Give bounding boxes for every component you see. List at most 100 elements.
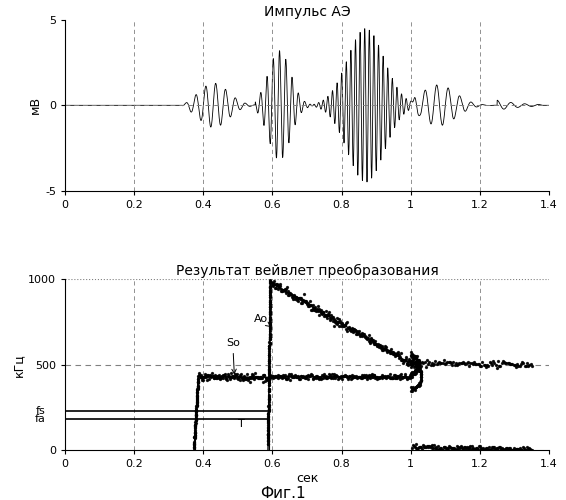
Point	[275, 372, 284, 380]
Point	[422, 442, 431, 450]
Point	[205, 371, 214, 379]
Point	[266, 278, 275, 286]
Point	[259, 378, 268, 386]
Point	[413, 364, 422, 372]
Point	[415, 361, 424, 369]
Point	[265, 298, 275, 306]
Point	[327, 316, 336, 324]
Point	[516, 360, 525, 368]
Point	[388, 348, 397, 356]
Point	[381, 372, 390, 380]
Point	[326, 374, 335, 382]
Point	[205, 372, 215, 380]
Point	[329, 316, 338, 324]
Point	[336, 373, 345, 381]
Point	[409, 368, 418, 376]
Point	[227, 372, 236, 380]
Point	[483, 361, 492, 369]
Point	[415, 360, 424, 368]
Point	[280, 286, 289, 294]
Point	[505, 444, 514, 452]
Point	[281, 374, 290, 382]
Point	[247, 372, 256, 380]
Point	[297, 300, 306, 308]
Point	[237, 370, 246, 378]
Point	[264, 437, 273, 445]
Point	[507, 446, 516, 454]
Point	[457, 444, 466, 452]
Point	[310, 374, 319, 382]
Point	[338, 320, 347, 328]
Point	[331, 374, 340, 382]
Point	[414, 358, 423, 366]
Point	[457, 443, 466, 451]
Point	[250, 375, 259, 383]
Point	[286, 290, 295, 298]
Point	[319, 308, 328, 316]
Point	[264, 376, 273, 384]
Point	[415, 364, 424, 372]
Point	[192, 407, 201, 415]
Point	[466, 446, 475, 454]
Point	[419, 443, 428, 451]
Point	[192, 400, 201, 408]
Point	[265, 359, 274, 367]
Point	[525, 360, 534, 368]
Point	[264, 386, 273, 394]
Point	[239, 376, 248, 384]
Point	[382, 372, 391, 380]
Point	[392, 372, 401, 380]
Point	[224, 372, 233, 380]
Point	[209, 372, 218, 380]
Point	[194, 378, 203, 386]
Point	[411, 361, 421, 369]
Point	[505, 360, 514, 368]
Point	[285, 290, 294, 298]
Point	[328, 313, 337, 321]
Point	[266, 282, 275, 290]
Point	[190, 428, 199, 436]
Point	[512, 362, 521, 370]
Point	[193, 384, 202, 392]
Point	[259, 372, 268, 380]
Point	[415, 359, 424, 367]
Point	[409, 356, 418, 364]
Point	[430, 444, 439, 452]
Point	[265, 287, 275, 295]
Point	[245, 378, 254, 386]
Point	[280, 286, 289, 294]
Point	[411, 359, 421, 367]
Point	[267, 281, 276, 289]
Point	[305, 372, 314, 380]
Point	[359, 330, 368, 338]
Point	[335, 322, 344, 330]
Point	[415, 442, 424, 450]
Point	[405, 370, 414, 378]
Point	[408, 369, 417, 377]
Point	[296, 294, 305, 302]
Point	[333, 372, 342, 380]
Point	[386, 345, 395, 353]
Point	[352, 374, 361, 382]
Point	[200, 372, 209, 380]
Point	[412, 352, 421, 360]
Point	[450, 362, 459, 370]
Point	[480, 362, 489, 370]
Point	[265, 291, 275, 299]
Point	[229, 372, 238, 380]
Point	[272, 284, 281, 292]
Point	[364, 373, 373, 381]
Text: fs: fs	[36, 406, 46, 416]
Point	[463, 445, 472, 453]
Point	[482, 444, 491, 452]
Point	[392, 351, 401, 359]
Point	[383, 372, 392, 380]
Point	[324, 310, 333, 318]
Point	[264, 415, 273, 423]
Point	[439, 443, 448, 451]
Point	[521, 362, 530, 370]
Point	[272, 281, 281, 289]
Point	[340, 372, 349, 380]
Point	[490, 445, 499, 453]
Point	[221, 370, 230, 378]
